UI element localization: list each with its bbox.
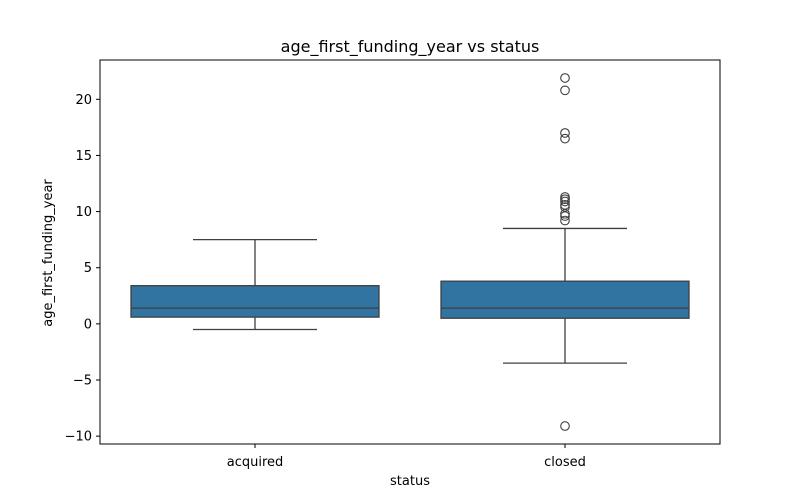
outlier-point (560, 192, 570, 202)
outlier-point (560, 85, 570, 96)
iqr-box (130, 285, 380, 318)
y-tick-label: 0 (84, 317, 92, 332)
y-tick-label: −5 (73, 374, 92, 389)
y-tick-label: −10 (65, 430, 92, 445)
x-tick-label-closed: closed (544, 455, 586, 470)
outlier-point (560, 128, 570, 138)
outlier-point (560, 202, 570, 212)
y-axis-label: age_first_funding_year (41, 179, 56, 327)
outlier-point (560, 194, 570, 205)
axes-frame (99, 59, 721, 445)
plot-area: −10 −5 0 5 10 15 20 acquired closed (65, 59, 721, 470)
outlier-point (560, 199, 570, 210)
y-tick-label: 5 (84, 261, 92, 276)
outlier-point (560, 215, 570, 226)
y-tick-label: 10 (75, 205, 92, 220)
box-group-closed (440, 73, 690, 431)
outlier-point (560, 73, 570, 83)
outlier-point (560, 133, 570, 144)
iqr-box (440, 280, 690, 319)
outlier-point (560, 421, 570, 431)
y-tick-label: 15 (75, 149, 92, 164)
y-tick-label: 20 (75, 93, 92, 108)
x-tick-label-acquired: acquired (227, 455, 284, 470)
outlier-point (560, 196, 570, 207)
chart-title: age_first_funding_year vs status (281, 37, 540, 57)
x-axis-label: status (390, 474, 430, 489)
box-group-acquired (130, 238, 380, 331)
